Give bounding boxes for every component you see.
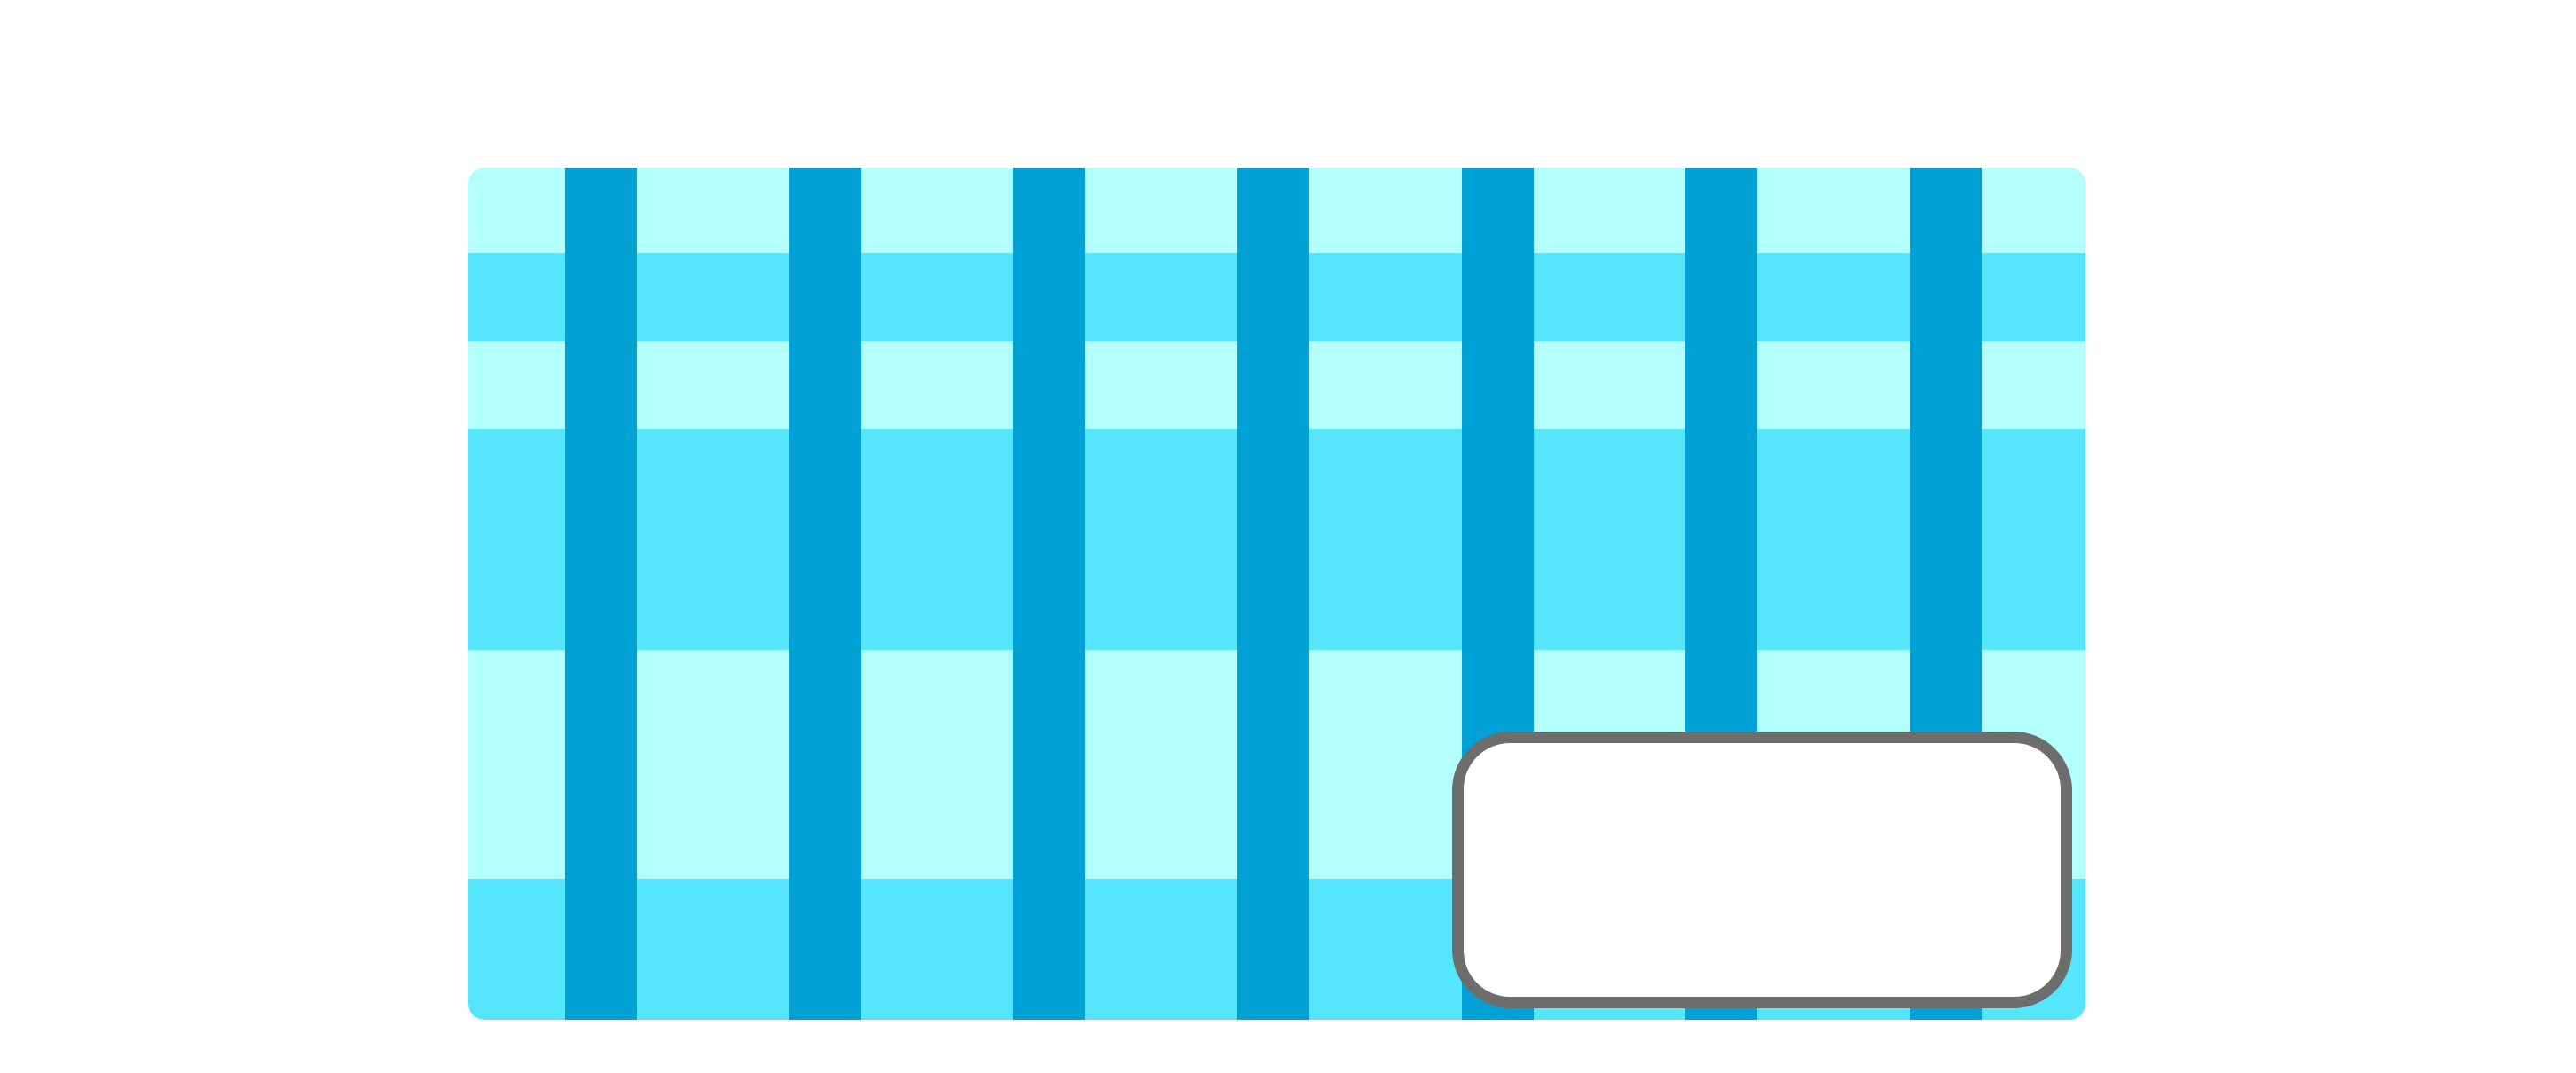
overlay-rounded-box (1452, 732, 2072, 1008)
overlay-box-content (1464, 743, 2061, 997)
vertical-bar-3 (1013, 168, 1085, 1020)
vertical-bar-2 (789, 168, 861, 1020)
vertical-bar-4 (1237, 168, 1309, 1020)
vertical-bar-1 (565, 168, 637, 1020)
